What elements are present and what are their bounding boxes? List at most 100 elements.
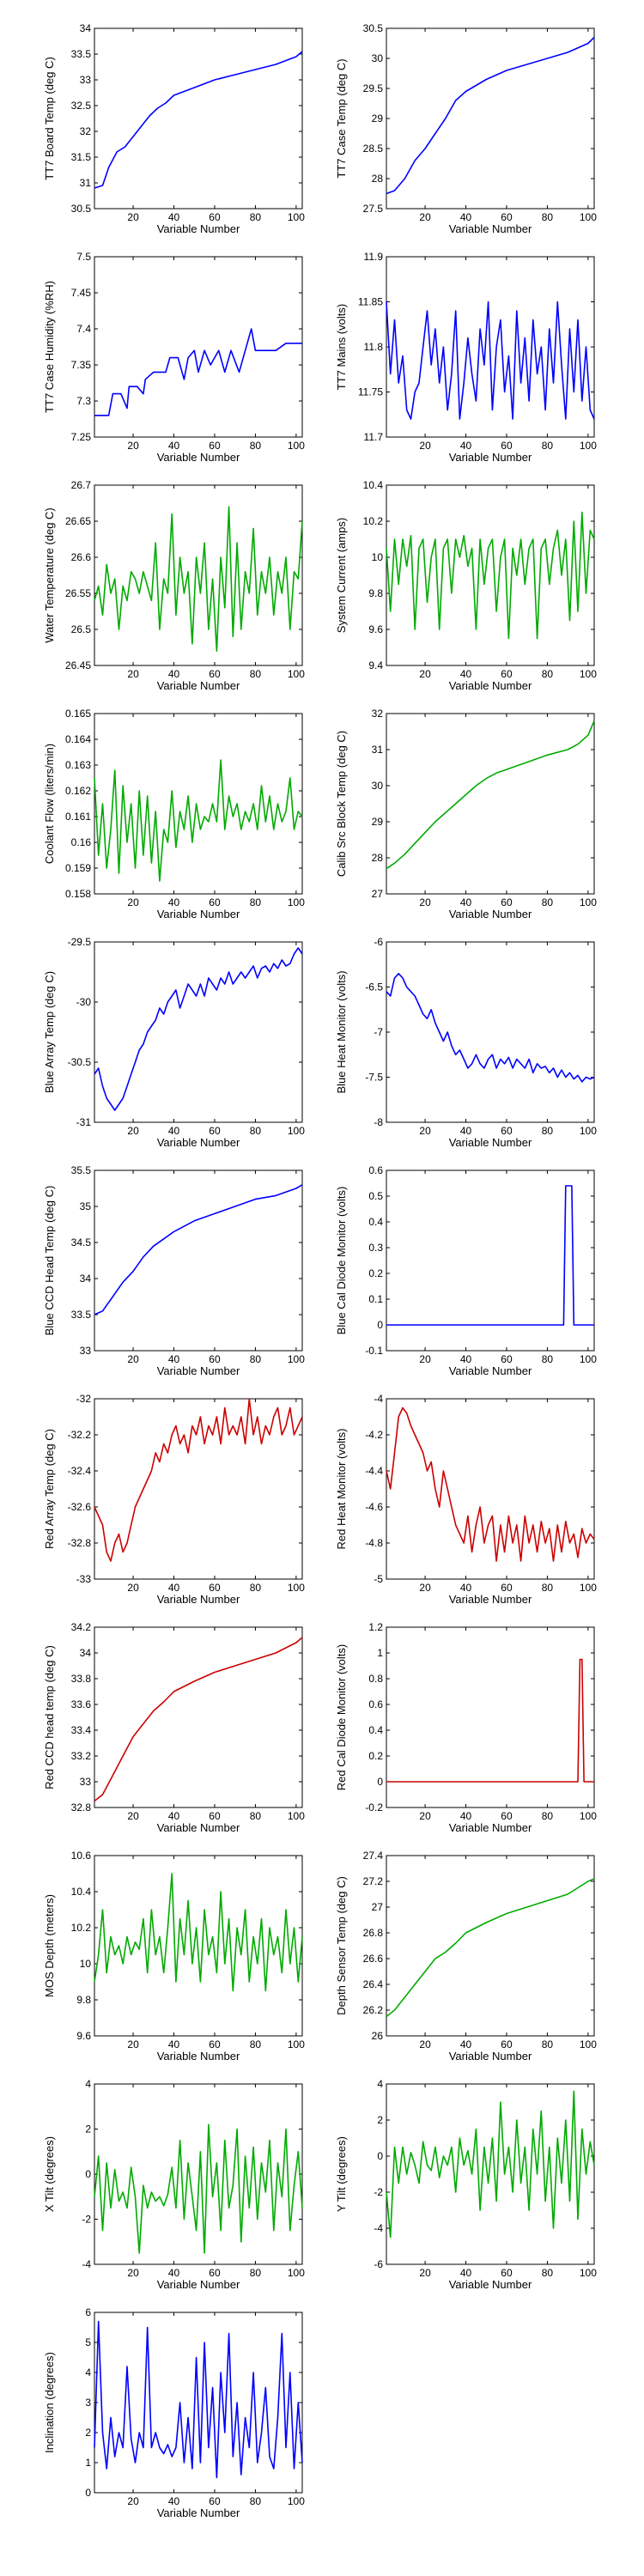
plot-frame: [94, 27, 303, 210]
x-tick-label: 40: [168, 1810, 180, 1822]
series-line: [386, 720, 595, 870]
y-tick-label: -6.5: [365, 981, 383, 993]
x-tick-label: 80: [250, 668, 262, 680]
x-tick-label: 100: [288, 2038, 305, 2050]
series-line: [94, 2123, 303, 2254]
x-tick-label: 40: [168, 668, 180, 680]
y-axis-label: Blue Cal Diode Monitor (volts): [335, 1187, 348, 1335]
plot-frame: [386, 1170, 595, 1352]
x-tick-label: 60: [501, 1353, 513, 1365]
x-tick-label: 60: [501, 668, 513, 680]
x-tick-label: 100: [288, 440, 305, 452]
x-tick-label: 80: [250, 1125, 262, 1137]
x-tick-label: 60: [209, 1125, 221, 1137]
y-tick-label: 26.2: [363, 2004, 384, 2016]
x-tick-label: 40: [168, 440, 180, 452]
x-tick-label: 20: [127, 440, 139, 452]
series-line: [94, 2320, 303, 2479]
x-tick-label: 100: [580, 1582, 597, 1594]
x-tick-label: 40: [460, 896, 472, 908]
y-tick-label: 1.2: [368, 1621, 383, 1633]
x-axis-label: Variable Number: [449, 1821, 532, 1834]
x-tick-label: 20: [419, 1125, 431, 1137]
x-tick-label: 60: [501, 2038, 513, 2050]
y-tick-label: -5: [374, 1573, 383, 1585]
y-tick-label: 9.8: [76, 1994, 91, 2006]
y-axis-label: Blue CCD Head Temp (deg C): [43, 1186, 56, 1336]
x-tick-label: 40: [168, 1582, 180, 1594]
y-tick-label: -4.4: [365, 1465, 383, 1477]
chart-panel-12: -0.1 0 0.1 0.2 0.3 0.4 0.5 0.6 20 40 60 80 100 Variab…: [335, 1164, 597, 1377]
series-line: [386, 2090, 595, 2239]
y-tick-label: 26.45: [65, 659, 91, 671]
x-axis-label: Variable Number: [157, 2278, 240, 2291]
x-tick-label: 20: [419, 2038, 431, 2050]
chart-panel-2: 27.5 28 28.5 29 29.5 30 30.5 20 40 60 80 100 Variabl…: [335, 22, 597, 235]
x-tick-label: 20: [127, 1582, 139, 1594]
chart-panel-20: -6 -4 -2 0 2 4 20 40 60 80 100 Variable Number Y Til…: [335, 2078, 597, 2291]
x-axis-label: Variable Number: [157, 1821, 240, 1834]
x-tick-label: 100: [580, 211, 597, 223]
y-tick-label: 33.5: [71, 48, 92, 60]
series-line: [386, 1658, 594, 1783]
chart-panel-9: -31 -30.5 -30 -29.5 20 40 60 80 100 Variable Numb…: [43, 936, 305, 1149]
y-axis-label: TT7 Board Temp (deg C): [43, 57, 56, 180]
x-axis-label: Variable Number: [157, 908, 240, 920]
y-tick-label: 35: [80, 1200, 92, 1212]
x-tick-label: 60: [501, 211, 513, 223]
y-axis-label: TT7 Case Temp (deg C): [335, 58, 348, 178]
x-tick-label: 40: [460, 1353, 472, 1365]
x-axis-label: Variable Number: [157, 679, 240, 692]
y-tick-label: 6: [85, 2306, 91, 2318]
x-tick-label: 60: [209, 2267, 221, 2279]
chart-panel-5: 26.45 26.5 26.55 26.6 26.65 26.7 20 40 60 80 100 Va…: [43, 479, 305, 692]
plot-frame: [386, 713, 595, 895]
chart-panel-6: 9.4 9.6 9.8 10 10.2 10.4 20 40 60 80 100 Variable N…: [335, 479, 597, 692]
x-tick-label: 100: [288, 2267, 305, 2279]
y-tick-label: 10.2: [71, 1922, 92, 1934]
x-tick-label: 60: [209, 1582, 221, 1594]
chart-panel-15: 32.8 33 33.2 33.4 33.6 33.8 34 34.2 20 40 60 80 100 V…: [43, 1621, 305, 1834]
y-tick-label: 0.8: [368, 1673, 383, 1685]
y-tick-label: 0.1: [368, 1293, 383, 1305]
y-tick-label: 33.8: [71, 1673, 92, 1685]
x-tick-label: 80: [542, 1353, 554, 1365]
y-tick-label: 32.5: [71, 100, 92, 112]
x-axis-label: Variable Number: [449, 679, 532, 692]
y-tick-label: 28: [372, 852, 384, 864]
y-axis-label: MOS Depth (meters): [43, 1894, 56, 1997]
x-tick-label: 80: [250, 1353, 262, 1365]
x-tick-label: 20: [127, 1353, 139, 1365]
y-tick-label: 1: [85, 2457, 91, 2469]
y-tick-label: 31: [372, 744, 384, 756]
y-tick-label: 30.5: [363, 22, 384, 34]
x-tick-label: 40: [460, 1810, 472, 1822]
y-tick-label: 2: [85, 2427, 91, 2439]
y-tick-label: 0.162: [65, 785, 91, 797]
y-tick-label: -0.2: [365, 1801, 383, 1814]
x-tick-label: 60: [501, 2267, 513, 2279]
y-tick-label: 0.2: [368, 1750, 383, 1762]
y-tick-label: -7.5: [365, 1072, 383, 1084]
chart-panel-17: 9.6 9.8 10 10.2 10.4 10.6 20 40 60 80 100 Variable …: [43, 1850, 305, 2063]
plot-frame: [386, 484, 595, 666]
y-axis-label: Depth Sensor Temp (deg C): [335, 1876, 348, 2015]
y-tick-label: 10: [80, 1958, 92, 1970]
y-tick-label: -0.1: [365, 1345, 383, 1357]
y-axis-label: Y Tilt (degrees): [335, 2136, 348, 2212]
x-tick-label: 20: [419, 1582, 431, 1594]
y-axis-label: Blue Heat Monitor (volts): [335, 970, 348, 1093]
y-tick-label: -2: [374, 2186, 383, 2198]
y-tick-label: 7.45: [71, 287, 92, 299]
x-tick-label: 80: [542, 896, 554, 908]
x-tick-label: 20: [127, 896, 139, 908]
y-tick-label: 33.5: [71, 1309, 92, 1321]
y-tick-label: 30.5: [71, 203, 92, 215]
y-tick-label: -32.4: [68, 1465, 92, 1477]
x-tick-label: 100: [288, 211, 305, 223]
x-axis-label: Variable Number: [449, 222, 532, 235]
y-tick-label: 33: [80, 1345, 92, 1357]
y-tick-label: 32.8: [71, 1801, 92, 1814]
x-tick-label: 80: [250, 1810, 262, 1822]
y-tick-label: -30.5: [68, 1056, 92, 1068]
